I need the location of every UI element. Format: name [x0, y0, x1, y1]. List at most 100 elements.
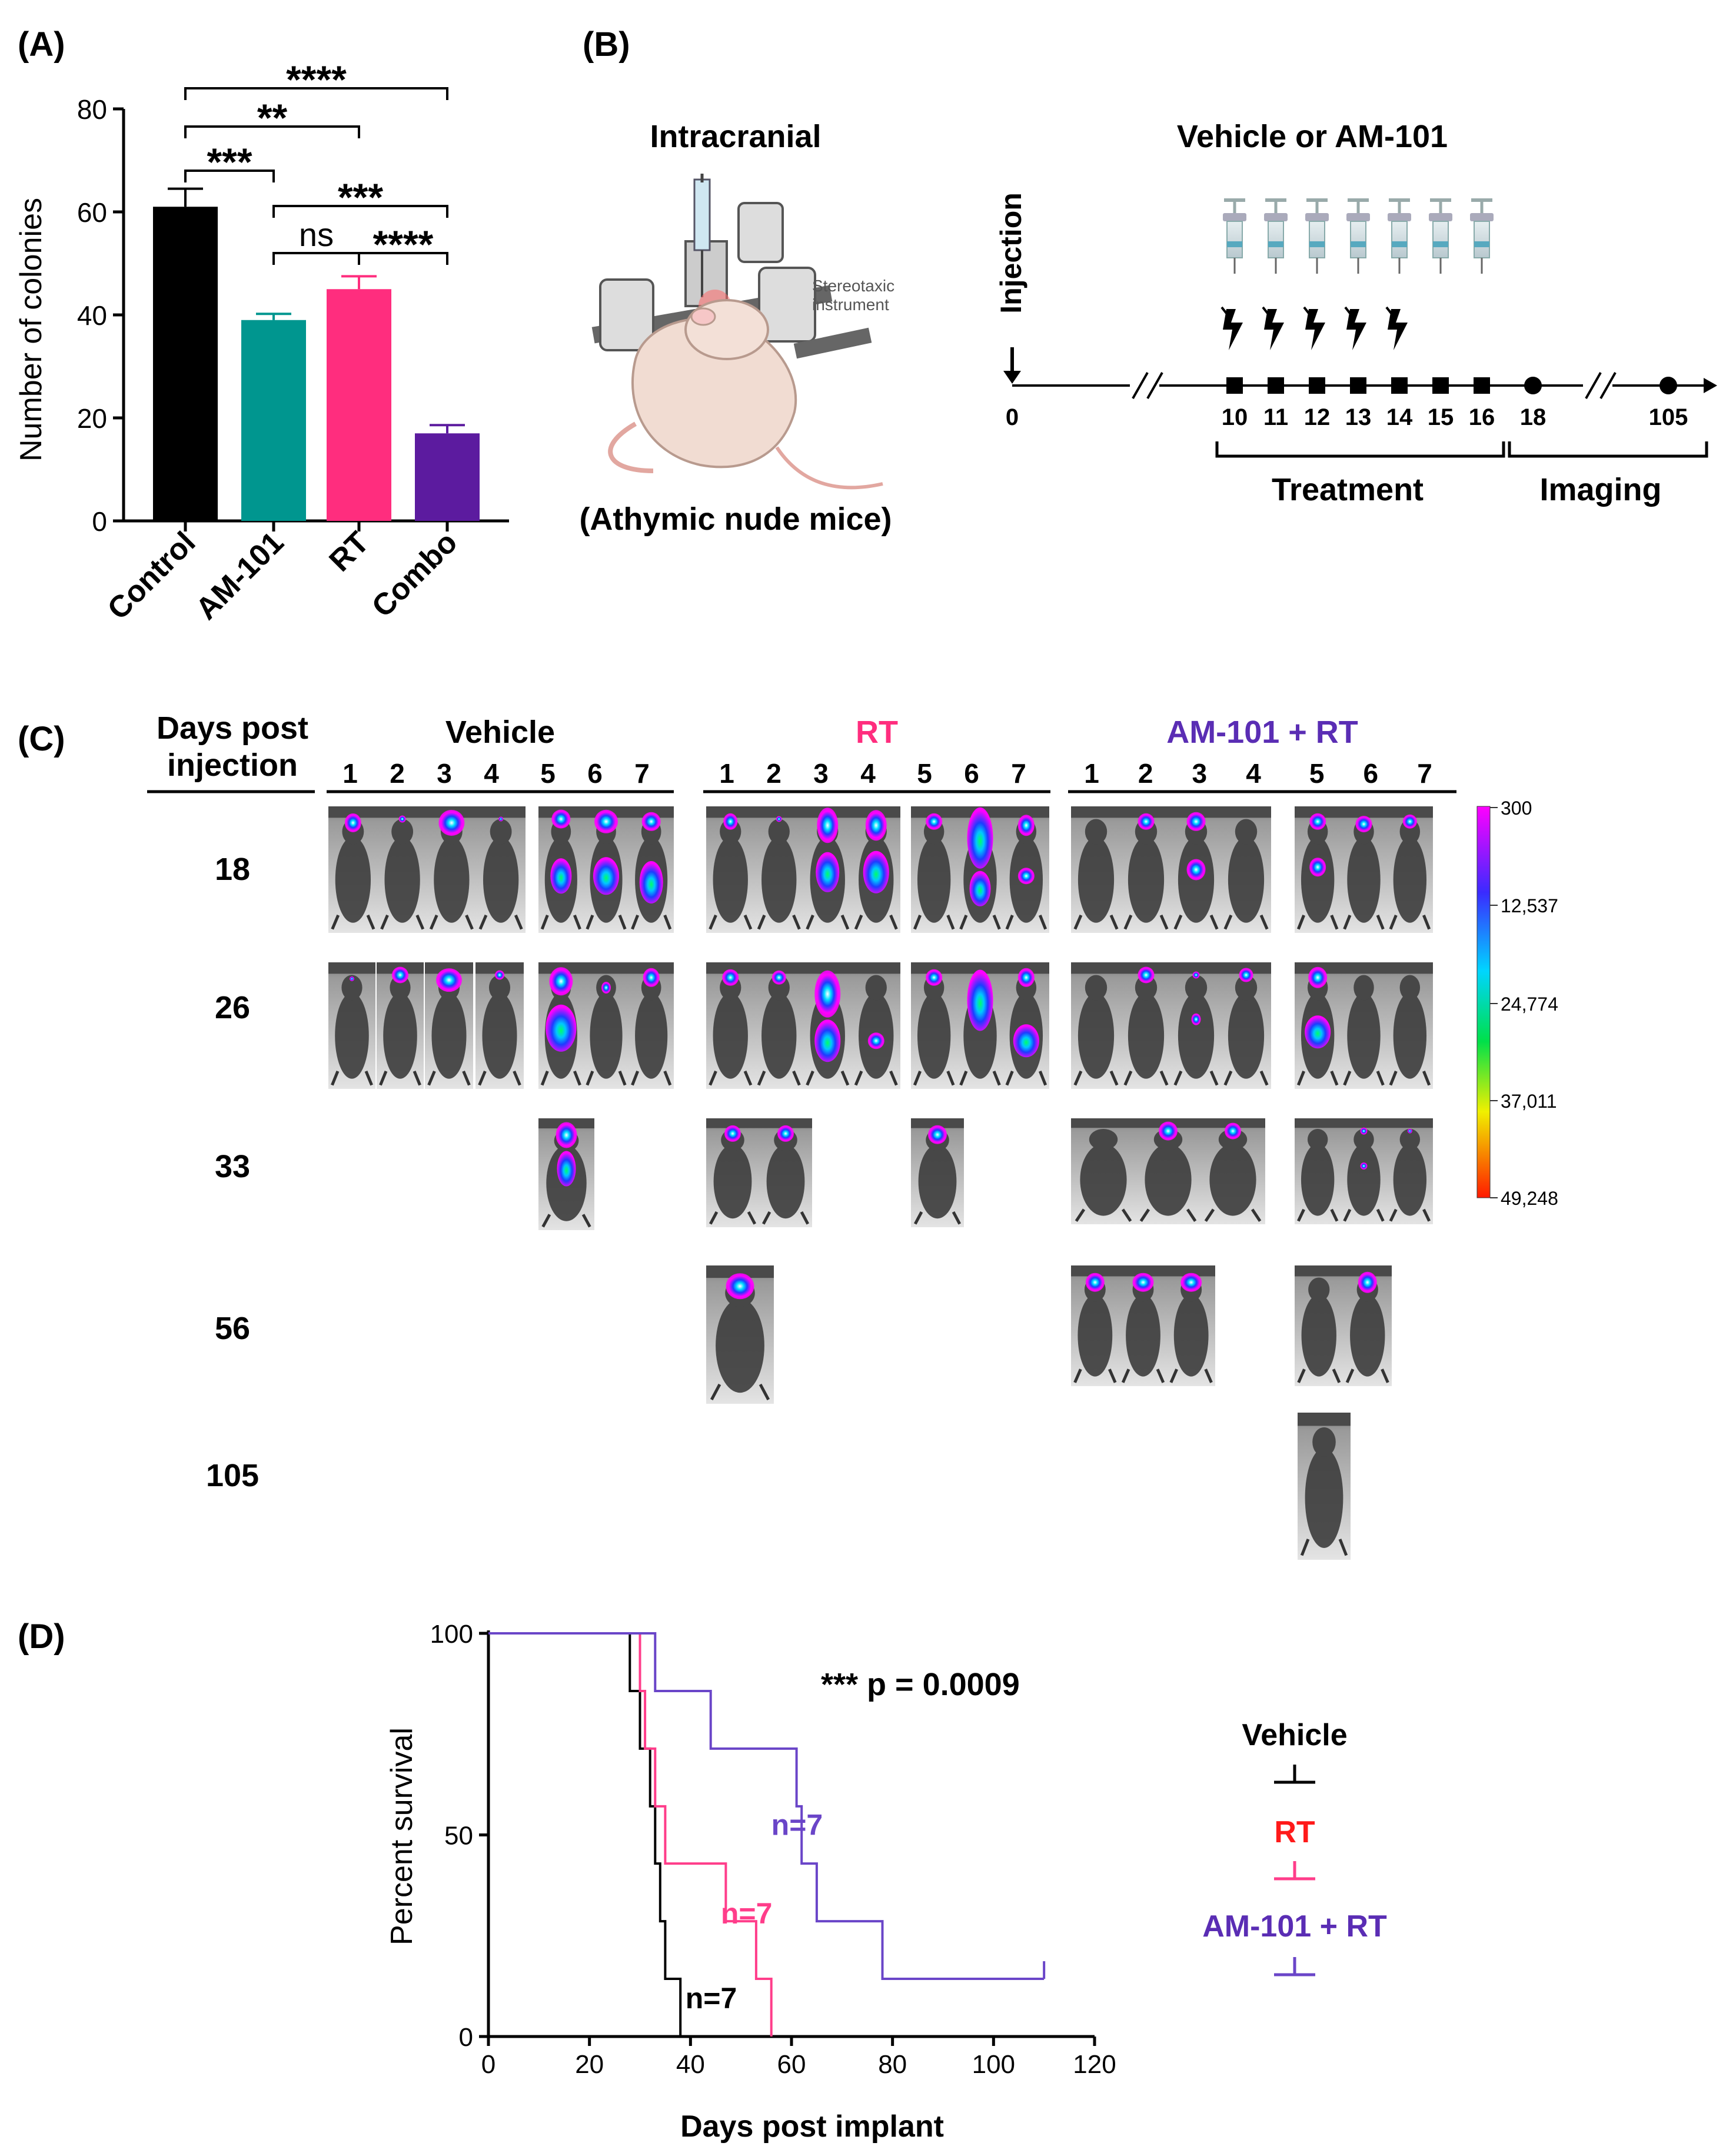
injection-arrow [1003, 371, 1021, 384]
timeline-break [1146, 372, 1163, 399]
timeline-treatment-day [1226, 377, 1243, 394]
mouse-number: 7 [1011, 758, 1026, 789]
bioluminescence-image [706, 962, 900, 1089]
panel-label-a: (A) [18, 25, 65, 64]
syringe-icon [1388, 198, 1411, 274]
timeline-day: 13 [1345, 404, 1372, 430]
signal-spot [771, 970, 786, 985]
timeline-treatment-day [1391, 377, 1408, 394]
signal-spot [593, 857, 619, 895]
bioluminescence-image [1295, 806, 1433, 933]
signal-spot [438, 809, 465, 836]
bioluminescence-image [911, 962, 1049, 1089]
timeline-day: 14 [1386, 404, 1413, 430]
bioluminescence-image [706, 1265, 774, 1404]
mouse-number: 3 [813, 758, 829, 789]
bioluminescence-image [1295, 1118, 1433, 1224]
timeline-treatment-day [1432, 377, 1449, 394]
timeline-treatment-day [1268, 377, 1284, 394]
signal-spot [639, 861, 663, 903]
bioluminescence-image [911, 1118, 964, 1227]
signal-spot [549, 967, 573, 996]
signal-spot [546, 1004, 577, 1052]
bioluminescence-image [538, 962, 674, 1089]
timeline-break [1585, 372, 1602, 399]
signal-spot [1017, 815, 1035, 836]
signal-spot [556, 1122, 577, 1148]
a-sig-bracket: ns [272, 216, 360, 265]
bioluminescence-image [706, 1118, 812, 1227]
legend-rt: RT [1274, 1815, 1315, 1849]
panel-label-d: (D) [18, 1617, 65, 1656]
timeline-treatment-day [1474, 377, 1490, 394]
legend-vehicle: Vehicle [1242, 1718, 1347, 1752]
signal-spot [865, 810, 887, 841]
a-y-tick-label: 80 [77, 94, 107, 125]
bioluminescence-image [706, 806, 900, 933]
signal-spot [594, 809, 618, 833]
d-x-tick-label: 20 [575, 2050, 604, 2079]
signal-spot [726, 1273, 754, 1300]
a-sig-label: *** [338, 175, 383, 219]
day-label: 18 [215, 852, 250, 887]
survival-curve-0 [488, 1632, 682, 2037]
days-post-header-line1: Days post [157, 710, 308, 746]
signal-spot [1085, 1273, 1105, 1292]
imaging-bracket [1508, 441, 1708, 458]
mouse-number: 6 [1363, 758, 1379, 789]
bioluminescence-image [1071, 1118, 1265, 1224]
timeline-day: 16 [1469, 404, 1495, 430]
d-legend: Vehicle RT AM-101 + RT [1202, 1718, 1387, 1976]
mouse-number: 6 [964, 758, 979, 789]
treatment-label: Treatment [1272, 472, 1424, 507]
timeline-day: 10 [1222, 404, 1248, 430]
signal-spot [967, 969, 993, 1031]
a-y-tick-label: 60 [77, 197, 107, 228]
d-survival-curves [488, 1632, 1046, 2037]
signal-spot [350, 976, 354, 981]
timeline-day: 105 [1649, 404, 1688, 430]
a-sig-label: *** [207, 140, 252, 184]
timeline-day: 12 [1304, 404, 1331, 430]
mouse-number: 4 [1246, 758, 1261, 789]
mouse-number: 2 [390, 758, 405, 789]
signal-spot [436, 968, 462, 992]
a-significance-brackets: ************ns **** [184, 58, 448, 266]
signal-spot [1192, 971, 1200, 979]
signal-spot [816, 852, 840, 892]
d-x-tick-label: 120 [1073, 2050, 1116, 2079]
mouse-number: 2 [1138, 758, 1153, 789]
signal-spot [928, 1125, 947, 1144]
c-bioluminescence-images [328, 806, 1433, 1560]
a-sig-bracket: **** [184, 58, 448, 101]
injection-label: Injection [995, 192, 1027, 314]
radiation-bolt-icon [1220, 306, 1243, 350]
n-label: n=7 [771, 1809, 823, 1842]
mouse-number: 3 [437, 758, 452, 789]
bioluminescence-image [1071, 806, 1271, 933]
colorbar-tick-label: 37,011 [1501, 1091, 1557, 1112]
signal-spot [1186, 812, 1206, 831]
signal-spot [1309, 813, 1326, 830]
mouse-number: 2 [766, 758, 781, 789]
d-x-tick-label: 80 [878, 2050, 907, 2079]
bioluminescence-image [475, 962, 524, 1089]
radiation-bolt-icon [1344, 306, 1366, 350]
a-sig-bracket: *** [184, 140, 275, 184]
a-bar-am-101 [241, 320, 306, 521]
bioluminescence-image [1295, 962, 1433, 1089]
colorbar-tick-label: 12,537 [1501, 895, 1558, 916]
timeline-day: 0 [1006, 404, 1019, 430]
bioluminescence-image [911, 806, 1049, 933]
group-header: Vehicle [445, 715, 555, 750]
a-sig-bracket: **** [358, 222, 448, 266]
timeline: 0 10 11 12 13 14 15 16 18 105 [1003, 347, 1717, 458]
timeline-break [1599, 372, 1617, 399]
treatment-bracket [1215, 441, 1505, 458]
bioluminescence-image [1298, 1413, 1351, 1560]
legend-combo: AM-101 + RT [1202, 1909, 1387, 1944]
syringe-icon [1470, 198, 1494, 274]
a-bar-rt [327, 289, 391, 521]
